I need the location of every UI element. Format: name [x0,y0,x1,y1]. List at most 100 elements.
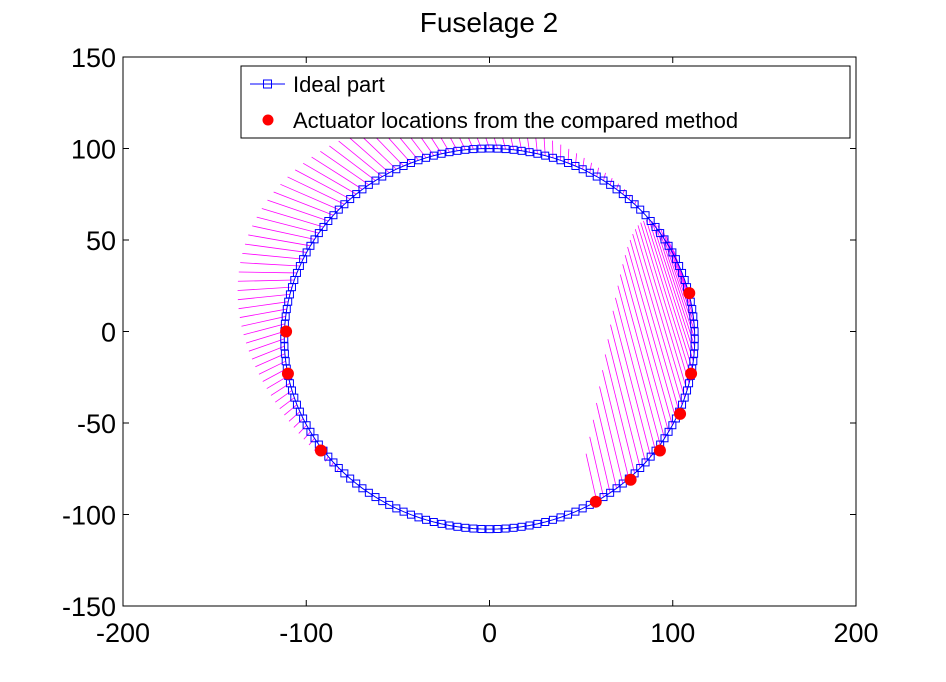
whisker [624,255,673,426]
ideal-part-marker [310,434,319,443]
ideal-part-line [283,147,696,530]
whisker [237,279,295,282]
whisker [303,162,357,195]
ideal-part-marker [414,513,423,522]
ideal-part-marker [509,523,518,532]
y-axis: 150 100 50 0 -50 -100 -150 [62,43,856,622]
actuator-point [281,367,294,380]
ideal-part-marker [556,156,565,165]
ideal-part-marker [501,524,510,533]
ideal-part-marker [340,469,349,478]
ideal-part-marker [340,200,349,209]
whisker [567,148,570,164]
whisker [275,390,293,403]
ideal-part-marker [306,427,315,436]
whisker [589,162,592,173]
whisker [654,222,695,347]
ideal-part-marker [641,458,650,467]
ideal-part-marker [541,151,550,160]
x-tick-label: 0 [482,618,497,648]
ideal-part-marker [346,474,355,483]
whisker [324,456,329,462]
ideal-part-marker [461,145,470,154]
ideal-part-marker [525,148,534,157]
y-tick-label: 50 [86,226,116,256]
legend-ideal-label: Ideal part [293,72,385,97]
whisker [615,297,656,451]
ideal-part-marker [358,484,367,493]
whisker [622,189,626,195]
ideal-part-marker [485,525,494,534]
ideal-part-marker [525,521,534,530]
whisker [585,453,598,502]
ideal-part-marker [461,523,470,532]
ideal-part-marker [364,180,373,189]
y-tick-label: -100 [62,501,116,531]
whisker [629,239,680,412]
ideal-part-marker [606,180,615,189]
whisker [273,191,334,216]
whisker [311,156,363,190]
whisker [610,324,646,463]
whisker [645,220,693,369]
whisker [338,140,383,177]
whisker [347,136,390,174]
whisker [252,225,315,240]
whisker [242,252,304,260]
whisker [663,232,695,325]
ideal-part-marker [453,146,462,155]
whisker [251,345,285,360]
whisker [239,308,287,318]
ideal-part-marker [346,195,355,204]
whisker [640,222,690,384]
whisker [288,411,301,422]
whisker [596,167,600,177]
whisker [237,286,292,291]
ideal-part-marker [352,190,361,199]
ideal-part-marker [314,229,323,238]
ideal-part-marker [612,484,621,493]
whisker [238,301,289,310]
actuator-point [683,287,696,300]
legend-ideal-marker [263,79,272,89]
ideal-part-marker [660,235,669,244]
whisker [657,225,696,339]
legend-actuator-label: Actuator locations from the compared met… [293,108,738,133]
whisker [261,208,324,228]
whisker [592,419,611,493]
ideal-part-marker [437,149,446,158]
ideal-part-marker [469,524,478,533]
whisker [575,153,578,167]
actuator-point [624,473,637,486]
ideal-part-marker [651,222,660,231]
ideal-part-marker [556,513,565,522]
whisker [241,316,286,327]
ideal-part-marker [422,515,431,524]
whisker [602,370,630,479]
ideal-part-marker [664,241,673,250]
ideal-part-marker [485,144,494,153]
ideal-part-marker [493,524,502,533]
ideal-part-marker [548,153,557,162]
ideal-part-marker [437,519,446,528]
whisker [237,293,290,301]
ideal-part-marker [324,216,333,225]
whisker [284,404,298,416]
whisker [622,264,669,432]
ideal-part-marker [641,211,650,220]
actuator-point [674,407,687,420]
whisker [243,323,285,336]
whisker [543,136,546,156]
whisker [267,199,329,222]
y-tick-label: -50 [77,409,116,439]
legend-box [240,65,851,139]
legend-actuator-marker [262,114,274,126]
whisker [651,221,695,354]
displacement-whiskers [237,116,696,502]
ideal-part-marker [329,211,338,220]
whisker [255,353,286,368]
ideal-part-marker [324,452,333,461]
ideal-part-marker [371,176,380,185]
actuator-point [314,444,327,457]
